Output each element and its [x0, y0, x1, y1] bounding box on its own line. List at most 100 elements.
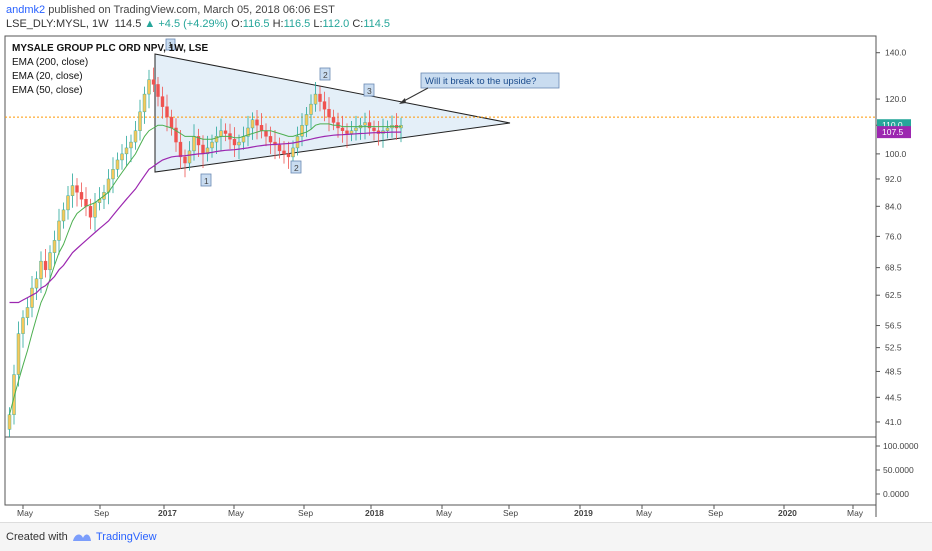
price-tag: 107.5: [877, 126, 911, 139]
candle: [354, 115, 358, 141]
candle: [61, 202, 66, 229]
price-change: +4.5 (+4.29%): [158, 18, 229, 30]
candle: [178, 130, 183, 169]
candle: [52, 230, 57, 265]
candle: [232, 127, 237, 157]
candle: [138, 99, 142, 141]
price-tick-label: 41.0: [885, 417, 902, 427]
candle: [142, 86, 147, 124]
candle: [129, 134, 133, 163]
candle: [322, 91, 327, 122]
candles: [7, 67, 403, 437]
low-label: L:: [313, 18, 323, 30]
candle: [363, 112, 367, 140]
time-tick-label: Sep: [708, 508, 723, 518]
last-price: 114.5: [114, 18, 142, 30]
candle: [210, 134, 214, 158]
low-value: 112.0: [322, 18, 350, 30]
annotation-callout[interactable]: Will it break to the upside?: [399, 72, 560, 104]
price-tick-label: 100.0: [885, 149, 907, 159]
wave-label-2-bottom: 2: [290, 160, 302, 174]
candle: [133, 120, 138, 150]
time-tick-label: Sep: [94, 508, 109, 518]
wave-label-3: 3: [363, 83, 375, 97]
candle: [34, 271, 39, 301]
candle: [115, 152, 120, 177]
time-tick-label: Sep: [298, 508, 313, 518]
candle: [214, 126, 219, 155]
candle: [345, 123, 349, 148]
svg-text:2: 2: [294, 163, 299, 173]
candle: [313, 82, 318, 112]
candle: [88, 198, 93, 230]
candle: [165, 94, 169, 132]
candle: [16, 321, 21, 387]
symmetrical-triangle[interactable]: [154, 53, 511, 173]
candle: [331, 109, 336, 131]
time-tick-label: 2019: [574, 508, 593, 518]
candle: [30, 275, 34, 318]
candle: [93, 192, 97, 232]
price-tick-label: 84.0: [885, 201, 902, 211]
time-tick-label: May: [847, 508, 864, 518]
candle: [25, 297, 30, 326]
svg-text:1: 1: [168, 40, 173, 50]
lower-tick-label: 100.0000: [883, 441, 919, 451]
author-link[interactable]: andmk2: [6, 4, 46, 16]
high-value: 116.5: [283, 18, 311, 30]
time-axis[interactable]: May Sep 2017 May Sep 2018 May Sep 2019 May Sep 2020…: [17, 505, 864, 518]
candle: [111, 157, 115, 194]
candle: [48, 245, 52, 280]
candle: [385, 120, 390, 139]
candle: [75, 178, 79, 207]
candle: [21, 310, 25, 348]
tradingview-link[interactable]: TradingView: [96, 531, 157, 543]
candle: [250, 112, 255, 140]
ema50-line: [9, 131, 401, 304]
candle: [120, 144, 124, 170]
publish-info: andmk2 published on TradingView.com, Mar…: [6, 4, 335, 16]
time-tick-label: Sep: [503, 508, 518, 518]
candle: [318, 86, 322, 112]
footer-bar: Created with TradingView: [0, 522, 932, 551]
candle: [160, 86, 165, 119]
wave-label-1-top: 1: [165, 38, 176, 51]
lower-pane-axis: 100.0000 50.0000 0.0000: [876, 441, 919, 499]
arrow-head-icon: [399, 98, 406, 104]
price-tick-label: 44.5: [885, 392, 902, 402]
price-tick-label: 76.0: [885, 231, 902, 241]
candle: [66, 185, 70, 220]
lower-pane-border: [4, 436, 877, 506]
candle: [39, 251, 43, 293]
price-tick-label: 120.0: [885, 94, 907, 104]
candle: [237, 134, 241, 160]
wave-label-2-top: 2: [319, 67, 331, 81]
svg-text:2: 2: [323, 70, 328, 80]
svg-text:110.0: 110.0: [882, 120, 903, 130]
wave-label-1-bottom: 1: [200, 173, 212, 187]
candle: [7, 407, 12, 437]
time-tick-label: 2017: [158, 508, 177, 518]
open-label: O:: [231, 18, 243, 30]
price-tick-label: 48.5: [885, 366, 902, 376]
candle: [223, 123, 228, 142]
lower-tick-label: 50.0000: [883, 465, 914, 475]
created-with-text: Created with: [6, 531, 68, 543]
candle: [147, 69, 151, 109]
main-pane-border: [4, 35, 877, 438]
price-tick-label: 68.5: [885, 263, 902, 273]
candle: [205, 135, 210, 162]
candle: [124, 135, 129, 166]
price-axis[interactable]: 140.0 120.0 110.0 100.0 92.0 84.0 76.0 68.5 62.5…: [876, 48, 907, 427]
published-text: published on TradingView.com, March 05, …: [48, 4, 335, 16]
up-arrow-icon: ▲: [144, 18, 156, 30]
time-tick-label: May: [228, 508, 245, 518]
candle: [327, 97, 331, 132]
candle: [156, 76, 160, 107]
candle: [12, 364, 16, 425]
time-tick-label: 2018: [365, 508, 384, 518]
open-value: 116.5: [242, 18, 270, 30]
price-chart[interactable]: 140.0 120.0 110.0 100.0 92.0 84.0 76.0 68.5 62.5…: [0, 0, 932, 522]
candle: [187, 141, 192, 171]
